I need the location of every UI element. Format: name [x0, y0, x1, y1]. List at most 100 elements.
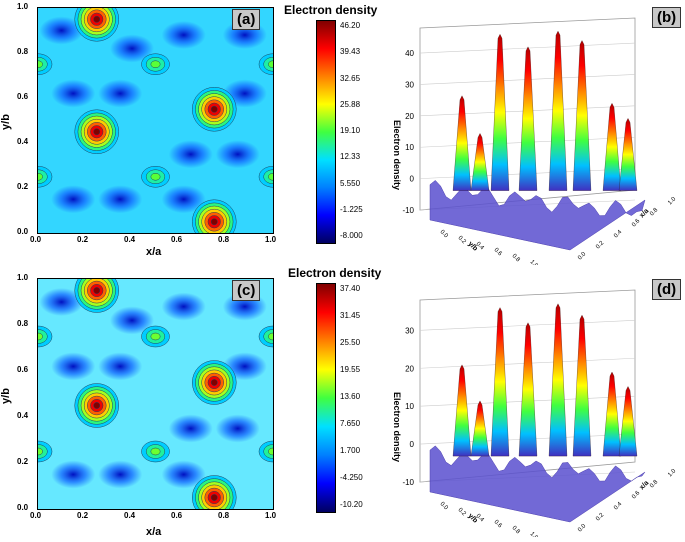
density-minimum [162, 293, 206, 321]
y-tick-label: 1.0 [17, 2, 28, 11]
y-tick-label: 0.0 [17, 503, 28, 512]
x-tick-label: 0.8 [649, 479, 660, 490]
density-minimum [169, 140, 213, 168]
density-peak-ring [151, 61, 160, 68]
density-peak-ring [211, 494, 217, 500]
panel-label-d: (d) [652, 279, 681, 300]
y-tick-label: 0.0 [17, 227, 28, 236]
density-peak-ring [94, 287, 100, 293]
xlabel-a: x/a [146, 246, 161, 258]
z-tick-label: 20 [405, 364, 414, 373]
density-peak-ring [151, 448, 160, 455]
x-tick-label: 1.0 [265, 511, 276, 520]
density-peak-ring [94, 402, 100, 408]
z-axis-title: Electron density [392, 392, 402, 462]
density-minimum [98, 461, 142, 489]
z-tick-label: 20 [405, 112, 414, 121]
density-peak-ring [151, 333, 160, 340]
density-minimum [51, 80, 95, 108]
y-tick-label: 1.0 [529, 259, 540, 265]
x-axis-title: x/a [638, 480, 650, 492]
x-tick-label: 1.0 [667, 468, 678, 479]
colorbar-tick-label: 46.20 [340, 21, 360, 30]
surface-plot-d: -10 0 10 20 30 Electron density 0.0 0.0 0.2 0.2 0.… [380, 272, 680, 537]
density-peak-ring [94, 129, 100, 135]
x-tick-label: 0.2 [595, 512, 606, 523]
contour-plot-a [37, 7, 274, 234]
colorbar-tick-label: -4.250 [340, 473, 363, 482]
x-tick-label: 0.0 [30, 511, 41, 520]
contour-peaks-a [38, 8, 273, 233]
density-minimum [98, 80, 142, 108]
y-tick-label: 0.2 [457, 235, 468, 246]
colorbar-tick-label: 5.550 [340, 179, 360, 188]
density-minimum [51, 352, 95, 380]
density-minimum [216, 140, 260, 168]
xlabel-c: x/a [146, 526, 161, 538]
z-tick-label: 0 [410, 440, 415, 449]
z-tick-label: 30 [405, 326, 414, 335]
z-tick-label: 10 [405, 143, 414, 152]
x-tick-label: 0.0 [30, 235, 41, 244]
x-tick-label: 0.4 [124, 235, 135, 244]
colorbar-tick-label: 19.55 [340, 365, 360, 374]
colorbar-tick-label: 39.43 [340, 47, 360, 56]
density-minimum [216, 415, 260, 443]
y-tick-label: 0.8 [17, 319, 28, 328]
x-tick-label: 0.6 [171, 511, 182, 520]
colorbar-tick-label: 25.88 [340, 100, 360, 109]
colorbar-tick-label: 31.45 [340, 311, 360, 320]
z-axis-title: Electron density [392, 120, 402, 190]
density-peak-ring [151, 173, 160, 180]
y-tick-label: 0.2 [17, 182, 28, 191]
colorbar-tick-label: -8.000 [340, 231, 363, 240]
z-tick-label: 40 [405, 49, 414, 58]
colorbar-tick-label: 32.65 [340, 74, 360, 83]
x-tick-label: 1.0 [265, 235, 276, 244]
colorbar-tick-label: 7.650 [340, 419, 360, 428]
x-tick-label: 0.8 [649, 207, 660, 218]
colorbar-tick-label: 1.700 [340, 446, 360, 455]
x-tick-label: 0.0 [577, 251, 588, 262]
contour-peaks-c [38, 279, 273, 509]
colorbar-tick-label: 13.60 [340, 392, 360, 401]
x-tick-label: 0.2 [595, 240, 606, 251]
y-tick-label: 0.2 [457, 507, 468, 518]
y-tick-label: 0.6 [17, 365, 28, 374]
panel-label-b: (b) [652, 7, 681, 28]
colorbar-a [316, 20, 336, 244]
colorbar-tick-label: 19.10 [340, 126, 360, 135]
x-tick-label: 0.2 [77, 235, 88, 244]
y-tick-label: 0.6 [17, 92, 28, 101]
density-peak-ring [211, 106, 217, 112]
y-tick-label: 0.0 [439, 501, 450, 512]
x-tick-label: 0.8 [218, 235, 229, 244]
y-tick-label: 1.0 [529, 531, 540, 537]
x-tick-label: 0.6 [631, 218, 642, 229]
y-tick-label: 1.0 [17, 273, 28, 282]
panel-label-a: (a) [232, 9, 260, 30]
panel-label-c: (c) [232, 280, 260, 301]
x-tick-label: 0.0 [577, 523, 588, 534]
colorbar-tick-label: 37.40 [340, 284, 360, 293]
colorbar-c [316, 283, 336, 513]
colorbar-tick-label: 25.50 [340, 338, 360, 347]
y-tick-label: 0.6 [493, 519, 504, 530]
y-tick-label: 0.0 [439, 229, 450, 240]
x-tick-label: 0.8 [218, 511, 229, 520]
density-peak-ring [211, 379, 217, 385]
y-tick-label: 0.2 [17, 457, 28, 466]
density-peak-ring [211, 219, 217, 225]
colorbar-tick-label: -1.225 [340, 205, 363, 214]
z-tick-label: 10 [405, 402, 414, 411]
x-tick-label: 0.2 [77, 511, 88, 520]
density-peak-ring [94, 16, 100, 22]
density-minimum [51, 185, 95, 213]
x-tick-label: 0.4 [613, 501, 624, 512]
y-tick-label: 0.4 [17, 137, 28, 146]
x-tick-label: 1.0 [667, 196, 678, 207]
z-tick-label: -10 [402, 478, 414, 487]
density-minimum [98, 352, 142, 380]
z-tick-label: -10 [402, 206, 414, 215]
z-tick-label: 30 [405, 80, 414, 89]
